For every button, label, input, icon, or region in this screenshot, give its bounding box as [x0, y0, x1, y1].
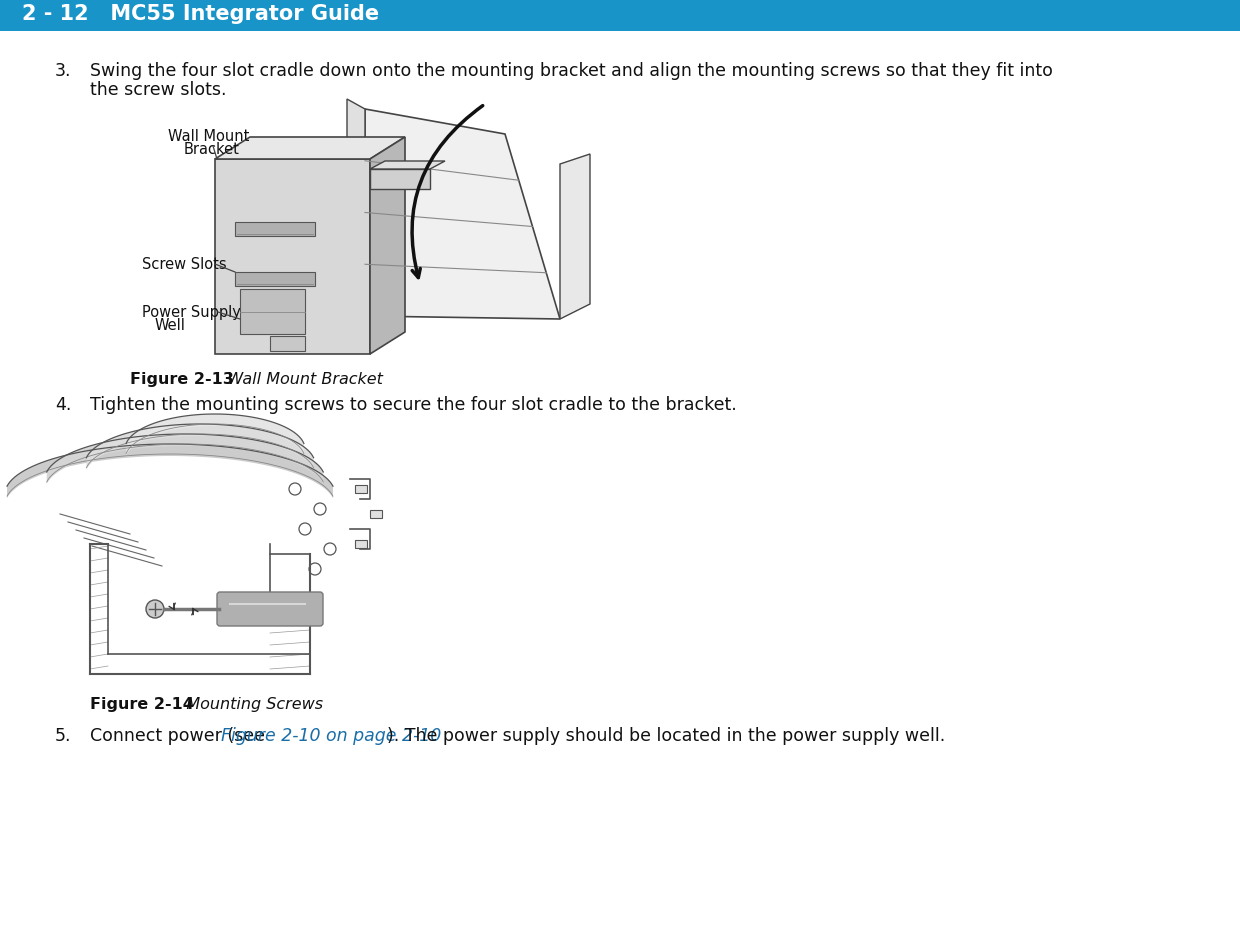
Bar — [270, 337, 305, 351]
Polygon shape — [126, 414, 304, 456]
Polygon shape — [87, 425, 314, 470]
Text: the screw slots.: the screw slots. — [91, 81, 227, 99]
Polygon shape — [370, 138, 405, 355]
Polygon shape — [47, 434, 324, 484]
Polygon shape — [365, 110, 560, 320]
Text: 4.: 4. — [55, 396, 72, 413]
Text: Connect power (see: Connect power (see — [91, 726, 270, 744]
Text: Swing the four slot cradle down onto the mounting bracket and align the mounting: Swing the four slot cradle down onto the… — [91, 62, 1053, 80]
Text: Tighten the mounting screws to secure the four slot cradle to the bracket.: Tighten the mounting screws to secure th… — [91, 396, 737, 413]
Polygon shape — [347, 100, 365, 316]
Bar — [355, 540, 367, 548]
Bar — [370, 170, 430, 190]
Polygon shape — [215, 138, 405, 160]
Bar — [0, 28, 1240, 32]
Text: Wall Mount: Wall Mount — [167, 129, 249, 143]
Text: Figure 2-10 on page 2-10: Figure 2-10 on page 2-10 — [221, 726, 441, 744]
Text: Wall Mount Bracket: Wall Mount Bracket — [212, 372, 383, 387]
FancyBboxPatch shape — [217, 593, 322, 626]
Text: ). The power supply should be located in the power supply well.: ). The power supply should be located in… — [387, 726, 945, 744]
Text: 3.: 3. — [55, 62, 72, 80]
Bar — [370, 511, 382, 518]
Text: Power Supply: Power Supply — [143, 305, 241, 320]
Text: 2 - 12   MC55 Integrator Guide: 2 - 12 MC55 Integrator Guide — [22, 4, 379, 24]
Bar — [236, 273, 315, 287]
Text: Well: Well — [155, 318, 186, 332]
Text: Bracket: Bracket — [184, 142, 239, 157]
Bar — [215, 160, 370, 355]
Bar — [355, 485, 367, 494]
Text: Figure 2-14: Figure 2-14 — [91, 697, 193, 711]
Polygon shape — [370, 161, 445, 170]
Circle shape — [146, 600, 164, 618]
Text: Screw Slots: Screw Slots — [143, 257, 227, 272]
Bar — [241, 290, 305, 334]
Polygon shape — [7, 445, 334, 498]
Bar — [236, 223, 315, 237]
Polygon shape — [560, 155, 590, 320]
Bar — [0, 0, 1240, 28]
Text: Figure 2-13: Figure 2-13 — [130, 372, 234, 387]
Text: 5.: 5. — [55, 726, 72, 744]
Text: Mounting Screws: Mounting Screws — [171, 697, 324, 711]
